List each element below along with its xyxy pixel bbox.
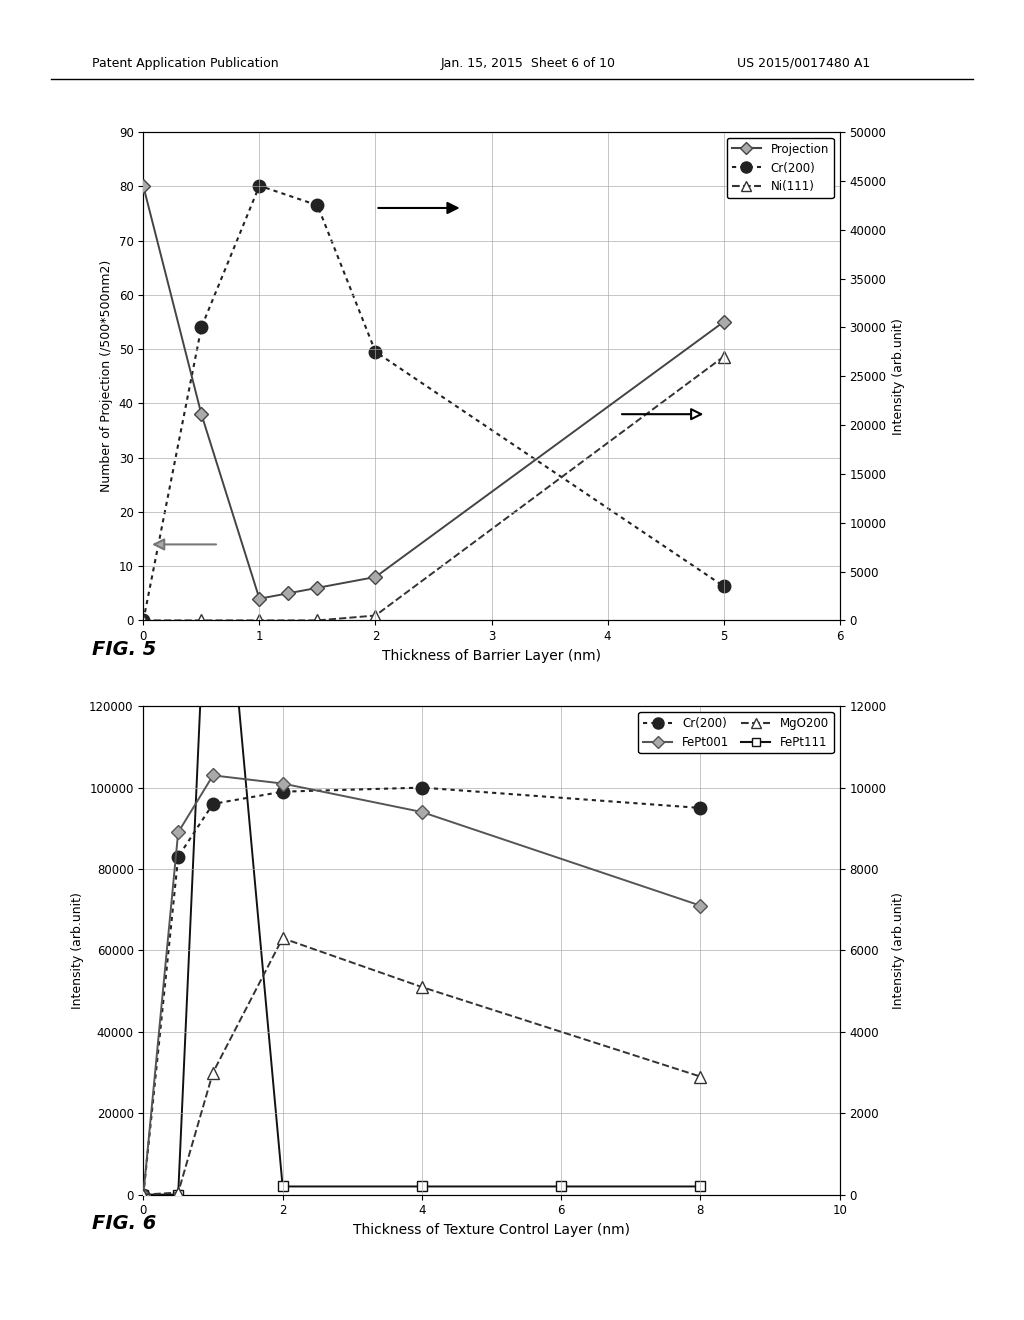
Legend: Projection, Cr(200), Ni(111): Projection, Cr(200), Ni(111) [727,137,834,198]
Text: FIG. 6: FIG. 6 [92,1214,157,1233]
Text: FIG. 5: FIG. 5 [92,640,157,659]
Y-axis label: Intensity (arb.unit): Intensity (arb.unit) [892,318,905,434]
Y-axis label: Intensity (arb.unit): Intensity (arb.unit) [892,892,905,1008]
Y-axis label: Number of Projection (/500*500nm2): Number of Projection (/500*500nm2) [100,260,114,492]
Text: Patent Application Publication: Patent Application Publication [92,57,279,70]
Text: US 2015/0017480 A1: US 2015/0017480 A1 [737,57,870,70]
Y-axis label: Intensity (arb.unit): Intensity (arb.unit) [71,892,84,1008]
Legend: Cr(200), FePt001, MgO200, FePt111: Cr(200), FePt001, MgO200, FePt111 [638,711,834,754]
Text: Jan. 15, 2015  Sheet 6 of 10: Jan. 15, 2015 Sheet 6 of 10 [440,57,615,70]
X-axis label: Thickness of Barrier Layer (nm): Thickness of Barrier Layer (nm) [382,648,601,663]
X-axis label: Thickness of Texture Control Layer (nm): Thickness of Texture Control Layer (nm) [353,1222,630,1237]
